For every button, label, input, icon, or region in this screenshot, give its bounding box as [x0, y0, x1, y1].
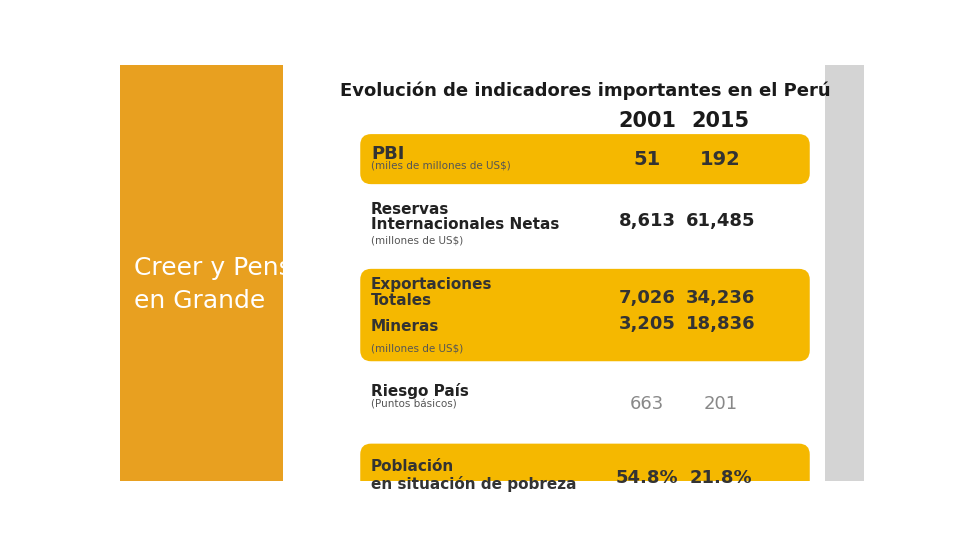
Text: 18,836: 18,836 [685, 314, 756, 333]
Text: Totales: Totales [372, 294, 432, 308]
Text: Evolución de indicadores importantes en el Perú: Evolución de indicadores importantes en … [340, 82, 830, 100]
Text: 663: 663 [630, 395, 664, 413]
Text: 21.8%: 21.8% [689, 469, 752, 487]
Text: 34,236: 34,236 [686, 289, 756, 307]
FancyBboxPatch shape [826, 65, 864, 481]
FancyBboxPatch shape [360, 269, 809, 361]
Text: Reservas: Reservas [372, 202, 449, 217]
Text: Internacionales Netas: Internacionales Netas [372, 217, 560, 232]
Text: 2001: 2001 [618, 111, 676, 131]
Text: Creer y Pensar
en Grande: Creer y Pensar en Grande [134, 256, 318, 313]
Text: 192: 192 [700, 150, 741, 168]
Text: 7,026: 7,026 [618, 289, 676, 307]
Text: 54.8%: 54.8% [615, 469, 679, 487]
Text: Exportaciones: Exportaciones [372, 276, 492, 292]
Text: 3,205: 3,205 [618, 314, 676, 333]
Text: 201: 201 [704, 395, 737, 413]
FancyBboxPatch shape [360, 134, 809, 184]
Text: (miles de millones de US$): (miles de millones de US$) [372, 160, 511, 170]
Text: 51: 51 [634, 150, 660, 168]
Text: (millones de US$): (millones de US$) [372, 236, 464, 246]
Text: 8,613: 8,613 [618, 212, 676, 230]
FancyBboxPatch shape [120, 65, 283, 481]
Text: Población: Población [372, 459, 454, 474]
Text: Mineras: Mineras [372, 319, 440, 334]
Text: 61,485: 61,485 [685, 212, 756, 230]
Text: PBI: PBI [372, 145, 404, 163]
Text: (millones de US$): (millones de US$) [372, 343, 464, 354]
Text: (Puntos básicos): (Puntos básicos) [372, 400, 457, 410]
Text: Riesgo País: Riesgo País [372, 383, 469, 399]
Text: en situación de pobreza: en situación de pobreza [372, 476, 577, 492]
FancyBboxPatch shape [360, 444, 809, 513]
Text: 2015: 2015 [691, 111, 750, 131]
